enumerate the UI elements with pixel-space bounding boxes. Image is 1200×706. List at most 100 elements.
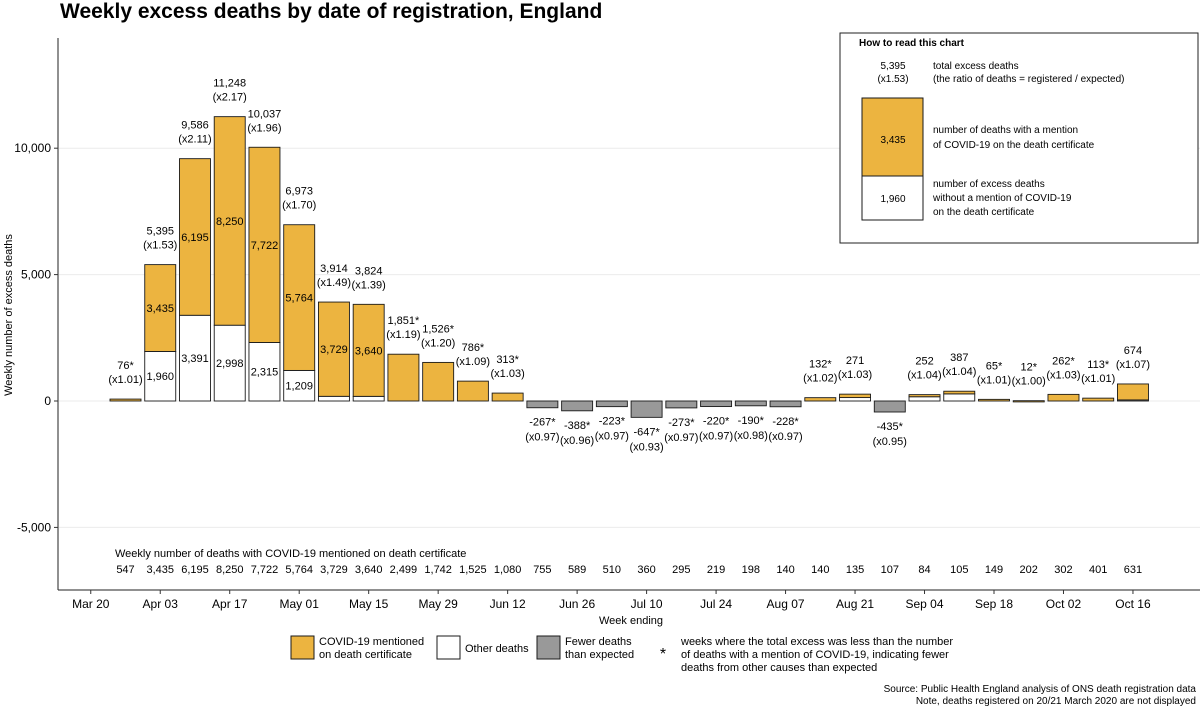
bar-fewer-deaths: [561, 400, 594, 412]
bar-fewer-deaths: [700, 400, 733, 408]
x-tick-label: Apr 17: [212, 597, 248, 611]
x-tick-label: Oct 16: [1115, 597, 1151, 611]
bar-total-label: -435*: [877, 421, 904, 433]
legend: COVID-19 mentioned on death certificate …: [290, 635, 953, 674]
bar-other-deaths: [839, 397, 871, 402]
bar-covid-deaths: [456, 380, 489, 402]
bar-total-label: 3,824: [355, 265, 383, 277]
covid-row-value: 6,195: [181, 564, 209, 576]
bar-ratio-label: (x1.01): [108, 374, 142, 386]
bar-covid-deaths: [179, 158, 211, 316]
bar-total-label: -273*: [668, 417, 695, 429]
y-tick-label: 0: [44, 394, 51, 408]
legend-star-desc-2: of deaths with a mention of COVID-19, in…: [681, 649, 949, 661]
bar-total-label: -267*: [529, 417, 556, 429]
covid-row-value: 302: [1054, 564, 1072, 576]
covid-row-value: 3,729: [320, 564, 348, 576]
bar-other-value-label: 3,391: [181, 353, 209, 365]
bar-covid-deaths: [387, 353, 420, 402]
covid-row-value: 140: [776, 564, 794, 576]
bar-covid-value-label: 3,640: [355, 345, 383, 357]
bar-other-value-label: 2,998: [216, 358, 244, 370]
bar-covid-deaths: [1047, 393, 1080, 402]
legend-star-desc: weeks where the total excess was less th…: [680, 636, 953, 648]
how-to-read-other-desc: number of excess deaths: [933, 179, 1045, 190]
bar-ratio-label: (x2.17): [213, 92, 247, 104]
how-to-read-total-value: 5,395: [880, 61, 905, 72]
bar-ratio-label: (x1.09): [456, 356, 490, 368]
bar-total-label: 12*: [1020, 362, 1037, 374]
bar-covid-deaths: [422, 361, 455, 402]
bar-ratio-label: (x1.01): [977, 374, 1011, 386]
bar-ratio-label: (x1.02): [803, 373, 837, 385]
x-tick-label: May 15: [349, 597, 389, 611]
bar-ratio-label: (x1.70): [282, 200, 316, 212]
bar-total-label: 786*: [462, 342, 485, 354]
covid-row-value: 3,435: [146, 564, 174, 576]
covid-row-value: 547: [116, 564, 134, 576]
covid-row-value: 135: [846, 564, 864, 576]
bar-other-deaths: [352, 395, 385, 402]
covid-row-value: 631: [1124, 564, 1142, 576]
bar-ratio-label: (x0.96): [560, 435, 594, 447]
bar-covid-value-label: 5,764: [285, 293, 313, 305]
bar-covid-value-label: 3,435: [146, 303, 174, 315]
bar-covid-deaths: [1082, 397, 1115, 402]
bar-total-label: -228*: [772, 416, 799, 428]
covid-row-value: 140: [811, 564, 829, 576]
bar-total-label: -190*: [738, 415, 765, 427]
bar-ratio-label: (x2.11): [178, 134, 211, 146]
x-tick-label: Jun 26: [559, 597, 595, 611]
covid-row-value: 5,764: [285, 564, 313, 576]
bar-ratio-label: (x1.19): [386, 329, 420, 341]
x-tick-label: May 29: [418, 597, 458, 611]
bar-total-label: 262*: [1052, 355, 1075, 367]
covid-row-value: 107: [881, 564, 899, 576]
bar-total-label: 387: [950, 352, 968, 364]
bar-total-label: -223*: [599, 416, 626, 428]
bar-covid-deaths: [283, 224, 316, 371]
legend-covid-label-2: on death certificate: [319, 649, 412, 661]
bar-ratio-label: (x1.53): [143, 240, 177, 252]
how-to-read-title: How to read this chart: [859, 38, 965, 49]
bar-total-label: -388*: [564, 420, 591, 432]
bar-total-label: 313*: [496, 354, 519, 366]
bar-ratio-label: (x1.03): [1046, 369, 1080, 381]
bar-total-label: -647*: [633, 426, 660, 438]
y-tick-label: 10,000: [14, 141, 51, 155]
bar-total-label: 11,248: [213, 78, 246, 90]
bar-other-deaths: [248, 342, 281, 402]
bar-total-label: 3,914: [320, 263, 348, 275]
covid-row-value: 202: [1020, 564, 1038, 576]
bar-ratio-label: (x1.49): [317, 277, 351, 289]
covid-row-value: 105: [950, 564, 968, 576]
bar-total-label: 10,037: [248, 108, 282, 120]
bar-covid-deaths: [943, 390, 976, 395]
covid-row-title: Weekly number of deaths with COVID-19 me…: [115, 548, 466, 560]
covid-row-value: 8,250: [216, 564, 244, 576]
bar-ratio-label: (x1.03): [838, 369, 872, 381]
covid-row-value: 7,722: [251, 564, 279, 576]
x-tick-label: Jul 24: [700, 597, 732, 611]
x-tick-label: Oct 02: [1046, 597, 1082, 611]
bar-total-label: 5,395: [146, 226, 174, 238]
bar-other-value-label: 1,209: [285, 381, 313, 393]
bar-total-label: 1,851*: [388, 315, 421, 327]
bar-other-value-label: 2,315: [251, 367, 279, 379]
bar-fewer-deaths: [734, 400, 767, 407]
bar-covid-deaths: [908, 394, 941, 398]
bar-ratio-label: (x0.97): [699, 431, 733, 443]
bar-total-label: 65*: [986, 360, 1003, 372]
bar-covid-deaths: [352, 303, 385, 397]
how-to-read-total-desc: total excess deaths: [933, 61, 1019, 72]
y-axis-label: Weekly number of excess deaths: [3, 234, 15, 396]
bar-covid-value-label: 3,729: [320, 344, 348, 356]
source-note: Source: Public Health England analysis o…: [884, 684, 1197, 695]
bar-covid-deaths: [804, 397, 837, 402]
legend-covid-swatch: [290, 635, 315, 660]
bar-total-label: 252: [915, 356, 933, 368]
bar-ratio-label: (x1.04): [907, 370, 941, 382]
bar-ratio-label: (x0.98): [734, 430, 768, 442]
